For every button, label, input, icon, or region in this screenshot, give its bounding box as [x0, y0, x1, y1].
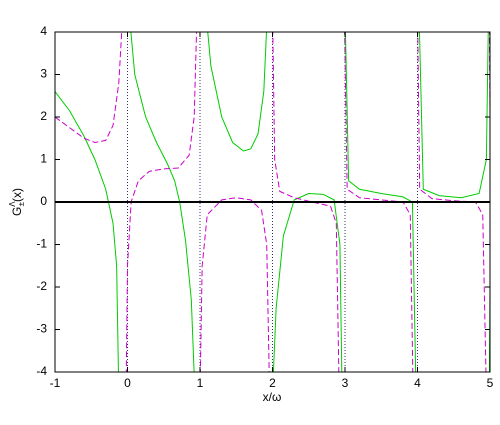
- y-tick-label: -3: [36, 322, 47, 336]
- x-tick-label: -1: [50, 376, 61, 390]
- y-tick-label: 1: [40, 152, 47, 166]
- y-axis-label: GΛ±(x): [8, 188, 26, 216]
- y-label-sub: ±: [17, 201, 26, 206]
- y-label-base: G: [10, 207, 24, 216]
- y-tick-label: 3: [40, 67, 47, 81]
- plot-area: [55, 32, 490, 372]
- x-tick-label: 2: [269, 376, 276, 390]
- series-line: [55, 32, 490, 372]
- series-line: [55, 32, 490, 372]
- y-label-sup: Λ: [8, 201, 17, 207]
- x-tick-label: 4: [414, 376, 421, 390]
- y-tick-label: -4: [36, 364, 47, 378]
- y-tick-label: -2: [36, 279, 47, 293]
- x-tick-label: 1: [197, 376, 204, 390]
- y-tick-label: 0: [40, 194, 47, 208]
- y-label-tail: (x): [10, 188, 24, 202]
- x-tick-label: 3: [342, 376, 349, 390]
- x-tick-label: 0: [124, 376, 131, 390]
- y-tick-label: -1: [36, 237, 47, 251]
- y-tick-label: 2: [40, 109, 47, 123]
- y-tick-label: 4: [40, 24, 47, 38]
- x-axis-label: x/ω: [263, 390, 282, 404]
- x-tick-label: 5: [487, 376, 494, 390]
